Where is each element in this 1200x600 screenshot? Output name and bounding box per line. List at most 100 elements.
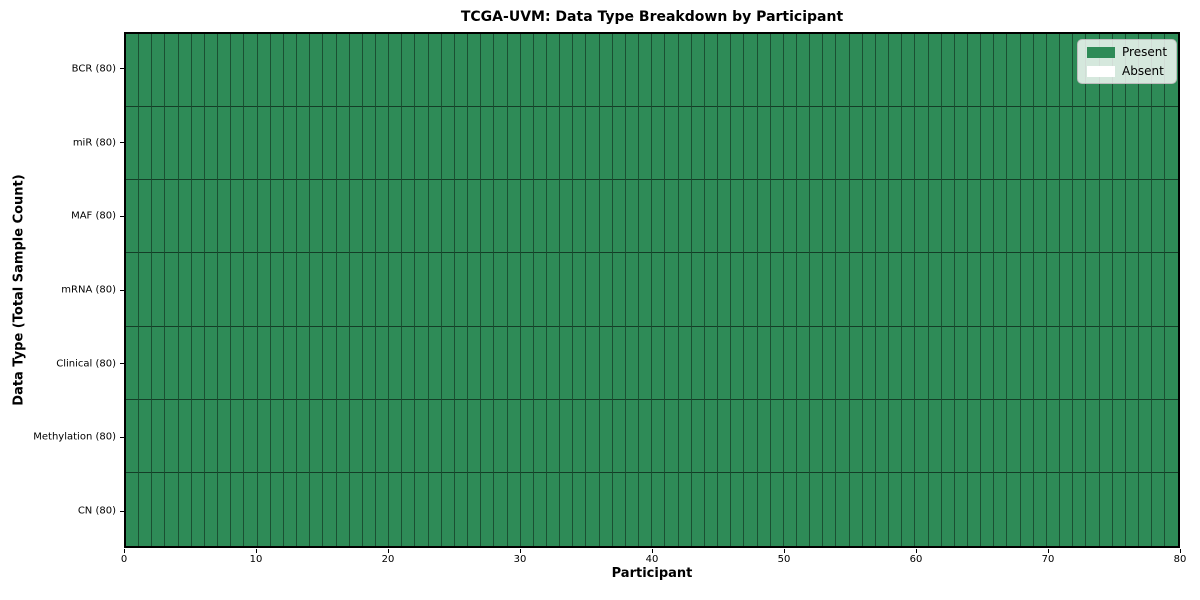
- heatmap-cell: [402, 399, 416, 473]
- heatmap-cell: [1086, 472, 1100, 546]
- heatmap-cell: [283, 34, 298, 108]
- heatmap-cell: [849, 34, 863, 108]
- heatmap-cell: [783, 472, 797, 546]
- heatmap-cell: [415, 253, 429, 327]
- heatmap-cell: [902, 399, 916, 473]
- heatmap-cell: [639, 107, 653, 181]
- heatmap-cell: [731, 326, 745, 400]
- heatmap-cell: [402, 107, 416, 181]
- heatmap-cell: [428, 326, 442, 400]
- heatmap-cell: [547, 180, 561, 254]
- heatmap-cell: [625, 326, 640, 400]
- heatmap-cell: [547, 107, 561, 181]
- heatmap-cell: [1165, 472, 1178, 546]
- y-tick-label: Clinical (80): [56, 358, 116, 370]
- heatmap-cell: [139, 107, 153, 181]
- x-tick-mark: [915, 549, 917, 553]
- heatmap-row: [126, 107, 1178, 181]
- heatmap-cell: [652, 326, 666, 400]
- heatmap-cell: [283, 180, 298, 254]
- x-tick-label: 50: [777, 554, 791, 565]
- heatmap-cell: [204, 399, 219, 473]
- heatmap-cell: [1046, 253, 1061, 327]
- heatmap-row: [126, 472, 1178, 546]
- heatmap-cell: [520, 253, 534, 327]
- heatmap-cell: [178, 399, 192, 473]
- heatmap-cell: [336, 326, 350, 400]
- heatmap-cell: [875, 253, 890, 327]
- heatmap-cell: [625, 180, 640, 254]
- heatmap-cell: [573, 253, 587, 327]
- heatmap-cell: [218, 472, 232, 546]
- heatmap-cell: [441, 107, 455, 181]
- heatmap-cell: [994, 180, 1008, 254]
- heatmap-cell: [389, 472, 403, 546]
- heatmap-cell: [1125, 253, 1140, 327]
- heatmap-cell: [770, 34, 784, 108]
- heatmap-cell: [231, 180, 245, 254]
- heatmap-cell: [1033, 34, 1047, 108]
- heatmap-cell: [639, 253, 653, 327]
- heatmap-cell: [757, 180, 771, 254]
- heatmap-cell: [994, 472, 1008, 546]
- heatmap-cell: [297, 253, 311, 327]
- heatmap-cell: [560, 253, 574, 327]
- heatmap-cell: [244, 180, 258, 254]
- heatmap-cell: [625, 399, 640, 473]
- heatmap-cell: [126, 34, 140, 108]
- heatmap-cell: [678, 180, 692, 254]
- heatmap-cell: [1046, 472, 1061, 546]
- heatmap-cell: [270, 399, 284, 473]
- heatmap-cell: [310, 472, 324, 546]
- heatmap-cell: [1060, 472, 1074, 546]
- heatmap-cell: [1165, 107, 1178, 181]
- heatmap-cell: [770, 253, 784, 327]
- heatmap-cell: [204, 326, 219, 400]
- heatmap-cell: [178, 326, 192, 400]
- heatmap-cell: [639, 326, 653, 400]
- heatmap-cell: [652, 253, 666, 327]
- heatmap-cell: [968, 472, 982, 546]
- x-tick-label: 10: [249, 554, 263, 565]
- heatmap-cell: [178, 472, 192, 546]
- heatmap-cell: [178, 107, 192, 181]
- y-tick-label: BCR (80): [71, 63, 116, 75]
- heatmap-cell: [954, 253, 968, 327]
- heatmap-cell: [783, 399, 797, 473]
- legend-entry-absent: Absent: [1087, 64, 1167, 78]
- heatmap-cell: [1139, 472, 1153, 546]
- heatmap-cell: [823, 472, 837, 546]
- heatmap-cell: [336, 472, 350, 546]
- heatmap-cell: [297, 472, 311, 546]
- heatmap-cell: [823, 253, 837, 327]
- heatmap-cell: [981, 180, 995, 254]
- y-tick-label: CN (80): [77, 505, 116, 517]
- heatmap-cell: [139, 326, 153, 400]
- heatmap-cell: [494, 472, 508, 546]
- heatmap-cell: [1033, 180, 1047, 254]
- heatmap-cell: [389, 34, 403, 108]
- heatmap-cell: [718, 107, 732, 181]
- heatmap-cell: [336, 180, 350, 254]
- heatmap-cell: [862, 34, 876, 108]
- heatmap-cell: [744, 107, 758, 181]
- heatmap-cell: [1139, 326, 1153, 400]
- heatmap-cell: [994, 34, 1008, 108]
- heatmap-cell: [349, 399, 363, 473]
- heatmap-cell: [1007, 34, 1021, 108]
- heatmap-cell: [244, 472, 258, 546]
- heatmap-cell: [783, 34, 797, 108]
- heatmap-cell: [678, 399, 692, 473]
- heatmap-cell: [375, 472, 390, 546]
- heatmap-cell: [441, 253, 455, 327]
- heatmap-cell: [507, 399, 521, 473]
- heatmap-cell: [270, 326, 284, 400]
- heatmap-cell: [139, 472, 153, 546]
- heatmap-cell: [454, 399, 469, 473]
- heatmap-cell: [599, 107, 613, 181]
- heatmap-cell: [244, 253, 258, 327]
- heatmap-cell: [1086, 253, 1100, 327]
- heatmap-cell: [1139, 399, 1153, 473]
- heatmap-cell: [1112, 472, 1126, 546]
